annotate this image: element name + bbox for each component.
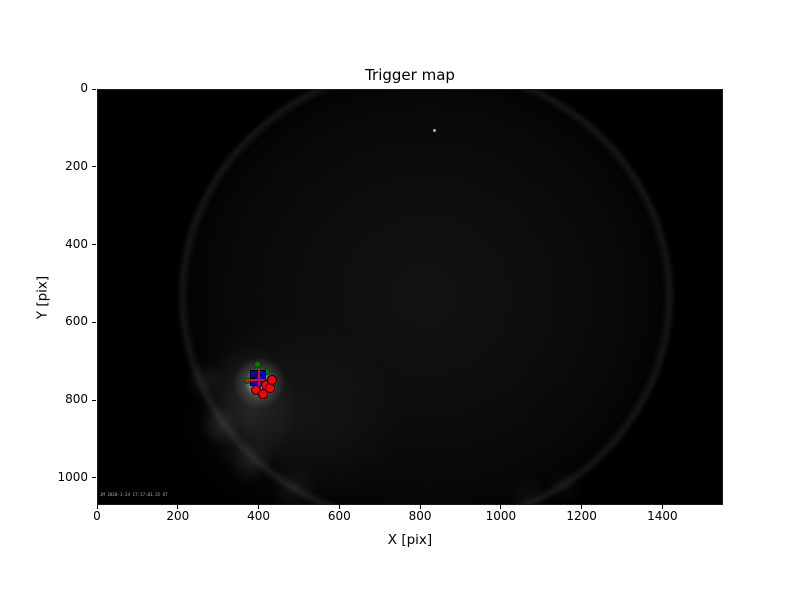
x-tick bbox=[96, 505, 98, 509]
trigger-circle-red-marker bbox=[267, 375, 278, 386]
y-tick bbox=[92, 244, 96, 245]
x-tick-label: 800 bbox=[408, 509, 432, 523]
y-tick-label: 200 bbox=[65, 158, 88, 173]
y-tick bbox=[92, 88, 96, 90]
y-axis-label: Y [pix] bbox=[34, 275, 51, 320]
x-tick bbox=[338, 505, 340, 509]
x-tick bbox=[177, 505, 179, 509]
y-tick bbox=[92, 321, 96, 323]
allsky-image bbox=[98, 90, 722, 504]
x-tick bbox=[661, 505, 663, 509]
x-tick-label: 0 bbox=[93, 509, 101, 523]
x-tick bbox=[500, 505, 502, 509]
faint-star bbox=[432, 128, 436, 132]
y-tick-label: 800 bbox=[65, 392, 88, 407]
plot-area: JM 2020-1-24 17:17:01.35 UT bbox=[97, 89, 723, 505]
x-axis-label: X [pix] bbox=[387, 532, 433, 548]
y-tick bbox=[92, 166, 96, 168]
chart-title: Trigger map bbox=[365, 66, 455, 84]
x-tick-label: 1200 bbox=[566, 509, 597, 523]
trigger-square-blue-marker bbox=[253, 374, 262, 383]
centroid-cross-red-marker bbox=[244, 368, 274, 391]
y-tick-label: 1000 bbox=[57, 469, 88, 484]
cross-vertical-bar bbox=[258, 368, 261, 391]
x-tick-label: 200 bbox=[166, 509, 190, 523]
x-tick-label: 600 bbox=[327, 509, 351, 523]
x-tick-label: 400 bbox=[247, 509, 270, 523]
y-tick-label: 600 bbox=[65, 314, 88, 329]
x-tick bbox=[419, 505, 421, 509]
trigger-square-blue-marker bbox=[249, 369, 258, 378]
trigger-circle-red-marker bbox=[258, 389, 269, 400]
x-tick bbox=[581, 505, 583, 509]
trigger-pixel-green-marker bbox=[254, 360, 262, 368]
y-tick-label: 400 bbox=[65, 236, 88, 251]
y-tick-label: 0 bbox=[80, 81, 88, 95]
x-tick bbox=[258, 505, 260, 509]
y-tick bbox=[92, 399, 96, 401]
x-tick-label: 1400 bbox=[647, 509, 678, 523]
camera-timestamp: JM 2020-1-24 17:17:01.35 UT bbox=[100, 492, 168, 498]
y-tick bbox=[92, 477, 96, 479]
x-tick-label: 1000 bbox=[485, 509, 517, 523]
